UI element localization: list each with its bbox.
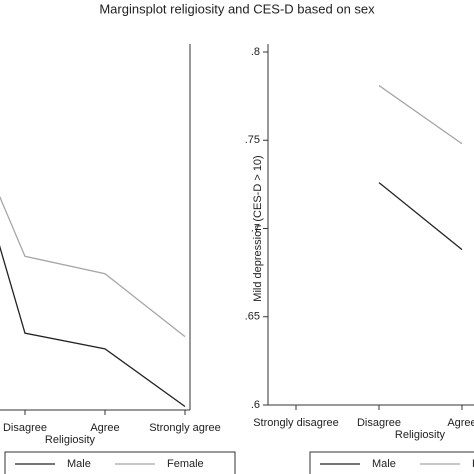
y-tick-label: .75 — [245, 134, 260, 146]
legend-label: Female — [167, 458, 204, 470]
series-line — [0, 195, 186, 338]
x-tick-label: Strongly disagree — [253, 417, 339, 429]
series-line — [378, 85, 463, 145]
legend-box — [309, 451, 474, 474]
y-axis-label: Mild depression (CES-D > 10) — [252, 155, 264, 301]
x-tick-label: Strongly agree — [149, 422, 221, 434]
x-tick-label: Disagree — [3, 422, 47, 434]
legend-label: Female — [472, 458, 474, 470]
y-tick-label: .7 — [251, 222, 260, 234]
legend-box — [4, 451, 236, 474]
x-axis-label: Religiosity — [395, 429, 446, 441]
chart-title: Marginsplot religiosity and CES-D based … — [99, 1, 375, 16]
legend-label: Male — [372, 458, 396, 470]
x-tick-label: Disagree — [357, 417, 401, 429]
x-axis-label: Religiosity — [45, 434, 96, 446]
legend-label: Male — [67, 458, 91, 470]
series-line — [378, 182, 463, 251]
y-tick-label: .65 — [245, 311, 260, 323]
y-tick-label: .8 — [251, 46, 260, 58]
x-tick-label: Agree — [447, 417, 474, 429]
y-tick-label: .6 — [251, 399, 260, 411]
series-line — [0, 245, 186, 408]
x-tick-label: Agree — [90, 422, 119, 434]
